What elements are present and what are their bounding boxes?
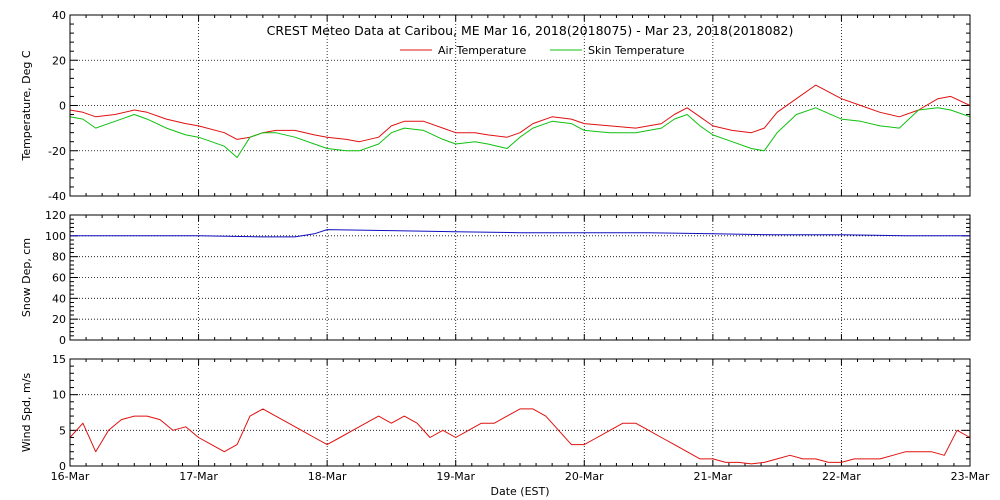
series-line — [70, 229, 970, 238]
x-tick-label: 21-Mar — [693, 470, 732, 483]
y-tick-label: 10 — [52, 389, 66, 402]
y-tick-label: 120 — [45, 209, 66, 222]
y-axis-label: Wind Spd, m/s — [20, 373, 33, 453]
x-axis-label: Date (EST) — [490, 485, 549, 498]
wind-speed-panel: 0 5 10 15 Wind Spd, m/s 16-Mar 17-Mar 18-Mar 19-… — [20, 353, 990, 483]
y-tick-label: 0 — [59, 460, 66, 473]
snow-depth-panel: 0 20 40 60 80 100 120 Snow Dep, cm — [20, 209, 971, 347]
y-tick-label: -40 — [48, 190, 66, 203]
y-tick-label: 20 — [52, 54, 66, 67]
legend-air-label: Air Temperature — [438, 44, 527, 57]
chart-title: CREST Meteo Data at Caribou, ME Mar 16, … — [267, 23, 794, 38]
plot-frame — [69, 358, 971, 467]
x-tick-label: 20-Mar — [565, 470, 604, 483]
y-tick-label: -20 — [48, 145, 66, 158]
y-tick-label: 5 — [59, 424, 66, 437]
x-tick-label: 23-Mar — [951, 470, 990, 483]
series-line — [69, 408, 971, 465]
y-tick-label: 40 — [52, 9, 66, 22]
y-tick-label: 80 — [52, 251, 66, 264]
x-tick-label: 22-Mar — [822, 470, 861, 483]
plot-frame — [69, 214, 971, 341]
legend-skin-label: Skin Temperature — [588, 44, 685, 57]
y-tick-label: 15 — [52, 353, 66, 366]
y-tick-label: 0 — [59, 100, 66, 113]
y-axis-label: Temperature, Deg C — [20, 50, 33, 161]
temperature-panel: -40 -20 0 20 40 Temperature, Deg C — [20, 9, 971, 203]
series-line — [69, 107, 971, 158]
legend: Air Temperature Skin Temperature — [400, 44, 685, 57]
x-tick-label: 19-Mar — [436, 470, 475, 483]
x-tick-label: 16-Mar — [51, 470, 90, 483]
x-tick-label: 18-Mar — [308, 470, 347, 483]
y-tick-label: 100 — [45, 230, 66, 243]
y-tick-label: 0 — [59, 334, 66, 347]
x-tick-label: 17-Mar — [179, 470, 218, 483]
y-tick-label: 40 — [52, 292, 66, 305]
y-tick-label: 60 — [52, 272, 66, 285]
plot-frame — [69, 14, 971, 197]
series-line — [69, 84, 971, 143]
y-axis-label: Snow Dep, cm — [20, 238, 33, 317]
y-tick-label: 20 — [52, 313, 66, 326]
